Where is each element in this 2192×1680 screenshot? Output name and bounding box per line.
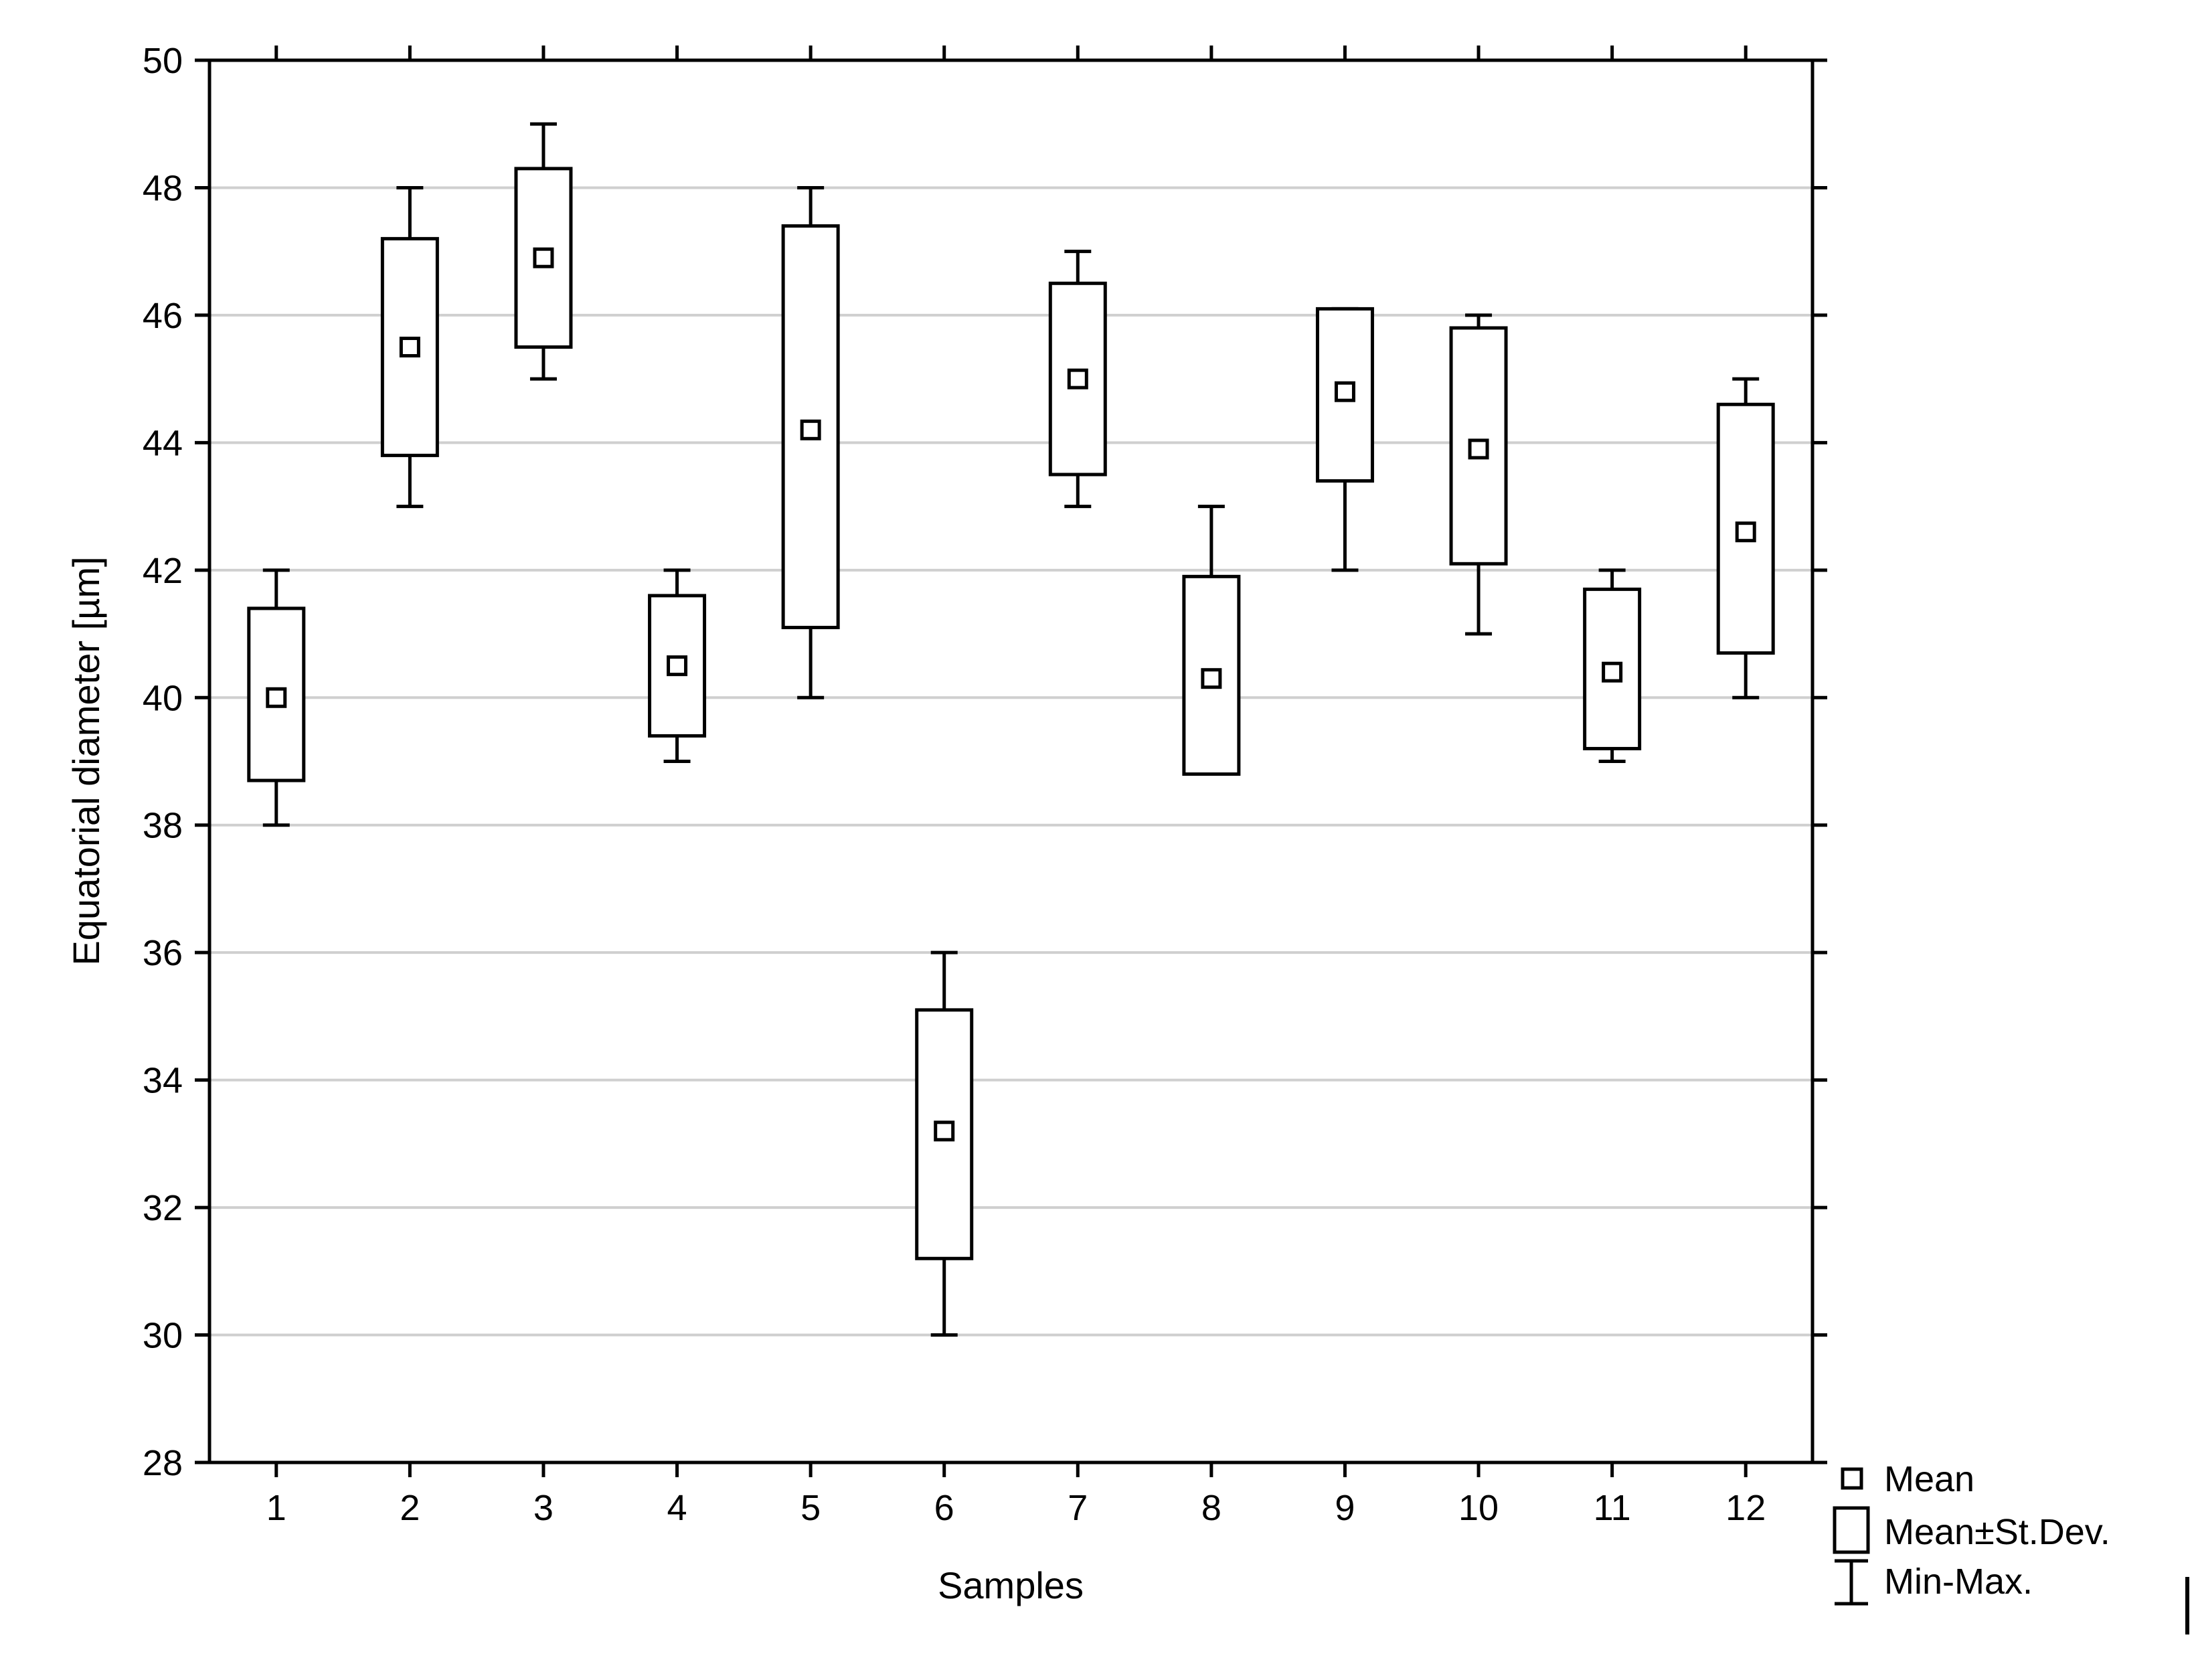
sample-11	[1583, 568, 1642, 763]
x-tick-label-9: 9	[1335, 1488, 1355, 1528]
sample-4	[648, 568, 707, 763]
legend-mean-label: Mean	[1884, 1459, 1974, 1499]
x-tick-label-6: 6	[934, 1488, 954, 1528]
y-tick-label-34: 34	[143, 1061, 183, 1101]
mean-marker-5	[800, 419, 821, 440]
x-tick-label-12: 12	[1725, 1488, 1766, 1528]
mean-marker-12	[1735, 521, 1756, 543]
y-tick-label-48: 48	[143, 168, 183, 208]
x-axis-label: Samples	[938, 1564, 1084, 1606]
y-tick-label-32: 32	[143, 1188, 183, 1228]
mean-marker-10	[1468, 438, 1489, 460]
sample-5	[781, 185, 840, 699]
sample-2	[380, 185, 439, 509]
x-tick-label-8: 8	[1201, 1488, 1221, 1528]
legend-sd-label: Mean±St.Dev.	[1884, 1512, 2110, 1552]
legend-mean-symbol	[1841, 1467, 1863, 1490]
legend-minmax-label: Min-Max.	[1884, 1562, 2033, 1602]
x-axis-ticks: 1 2 3 4 5 6 7 8 9 10 11 12	[266, 46, 1766, 1528]
sample-10	[1449, 313, 1508, 636]
y-tick-label-50: 50	[143, 41, 183, 81]
sample-6	[915, 950, 974, 1337]
sample-7	[1048, 250, 1107, 509]
x-tick-label-11: 11	[1594, 1488, 1631, 1528]
gridlines	[209, 186, 1812, 1337]
y-axis-ticks: 28 30 32 34 36 38 40 42 44 46 48 50	[143, 41, 1827, 1483]
x-tick-label-3: 3	[533, 1488, 554, 1528]
y-tick-label-30: 30	[143, 1316, 183, 1356]
mean-marker-8	[1201, 668, 1222, 689]
y-tick-label-42: 42	[143, 551, 183, 591]
sample-3	[514, 122, 573, 381]
mean-marker-4	[667, 655, 688, 677]
y-tick-label-36: 36	[143, 933, 183, 973]
mean-marker-3	[533, 247, 554, 268]
sample-8	[1182, 505, 1241, 776]
x-tick-label-2: 2	[400, 1488, 420, 1528]
legend-sd-symbol	[1833, 1506, 1870, 1554]
y-tick-label-38: 38	[143, 806, 183, 846]
sample-9	[1315, 307, 1374, 572]
x-tick-label-5: 5	[800, 1488, 821, 1528]
sample-boxes	[247, 122, 1775, 1337]
y-tick-label-44: 44	[143, 423, 183, 463]
x-tick-label-7: 7	[1068, 1488, 1088, 1528]
mean-marker-2	[399, 337, 420, 358]
y-tick-label-46: 46	[143, 296, 183, 336]
x-tick-label-4: 4	[667, 1488, 687, 1528]
sample-1	[247, 568, 306, 827]
sample-12	[1716, 377, 1775, 699]
mean-marker-1	[266, 687, 287, 708]
mean-marker-7	[1067, 368, 1088, 390]
y-tick-label-40: 40	[143, 678, 183, 718]
y-axis-label: Equatorial diameter [µm]	[65, 556, 107, 965]
x-tick-label-10: 10	[1458, 1488, 1499, 1528]
x-tick-label-1: 1	[266, 1488, 286, 1528]
mean-marker-6	[934, 1120, 955, 1142]
edge-mark	[2185, 1577, 2189, 1634]
mean-marker-9	[1334, 381, 1355, 402]
plot-frame	[207, 58, 1815, 1464]
legend: Mean Mean±St.Dev. Min-Max.	[1833, 1459, 2110, 1606]
legend-minmax-symbol	[1835, 1559, 1868, 1606]
y-tick-label-28: 28	[143, 1443, 183, 1483]
mean-marker-11	[1602, 661, 1623, 683]
